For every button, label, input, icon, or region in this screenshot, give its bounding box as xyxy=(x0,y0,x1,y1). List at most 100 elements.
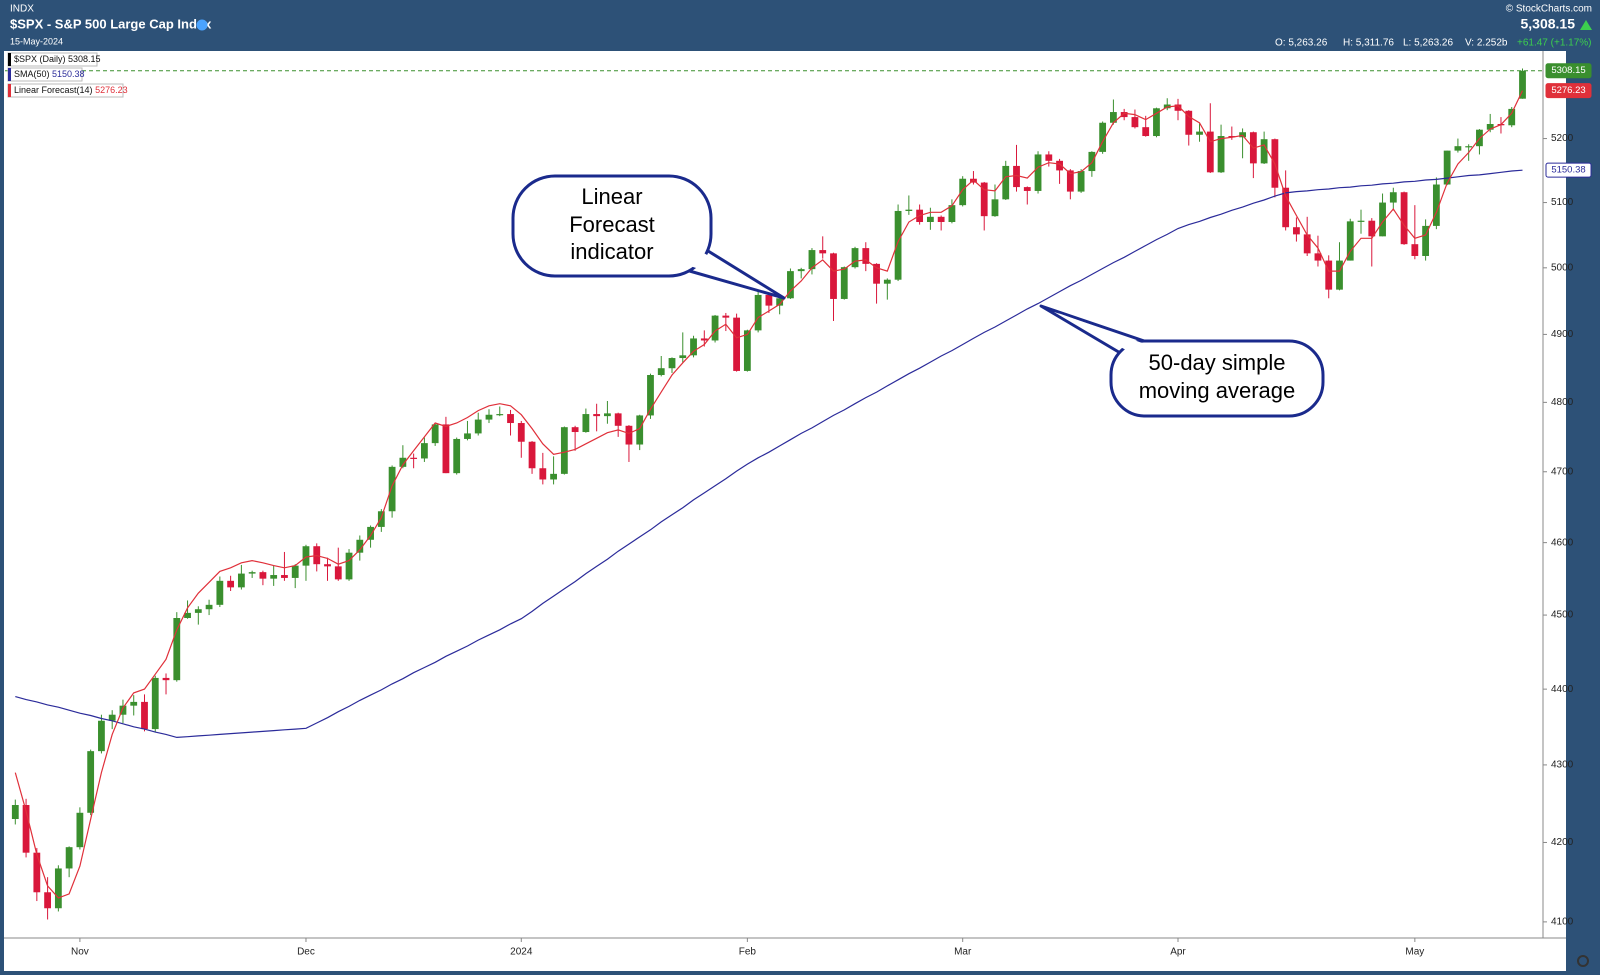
candle-body xyxy=(1260,139,1268,164)
candle-body xyxy=(593,414,601,417)
candle-body xyxy=(1508,108,1516,126)
candle-body xyxy=(851,248,859,268)
change-value: +61.47 (+1.17%) xyxy=(1517,38,1592,49)
callout: 50-day simple moving average xyxy=(1039,304,1325,418)
candle-body xyxy=(604,413,611,417)
candle-body xyxy=(582,414,590,433)
candle-body xyxy=(356,539,364,553)
candle-body xyxy=(1034,154,1042,191)
callout-text: indicator xyxy=(570,239,653,264)
candle-body xyxy=(1013,165,1020,188)
candle-body xyxy=(184,612,191,619)
candle-body xyxy=(840,267,848,299)
candle-body xyxy=(948,205,956,223)
price-tag-label: 5308.15 xyxy=(1551,65,1585,76)
add-icon[interactable] xyxy=(196,19,208,31)
y-tick-label: 4100 xyxy=(1551,917,1574,928)
candle-body xyxy=(1519,70,1526,99)
candle-body xyxy=(657,368,665,376)
candle-body xyxy=(550,473,557,480)
candle-body xyxy=(894,210,902,280)
y-tick-label: 4600 xyxy=(1551,537,1574,548)
candle-body xyxy=(216,580,224,605)
indicator-line xyxy=(14,90,1524,899)
candle-body xyxy=(1185,110,1193,135)
x-tick-label: Feb xyxy=(739,947,757,958)
candle-body xyxy=(227,580,235,588)
candle-body xyxy=(248,572,256,574)
candle-body xyxy=(1120,112,1128,118)
candle-body xyxy=(873,263,880,284)
candle-body xyxy=(237,573,245,588)
legend-entry: Linear Forecast(14) 5276.23 xyxy=(14,85,128,95)
candle-body xyxy=(410,457,418,459)
candle-body xyxy=(496,414,504,416)
open-value: O: 5,263.26 xyxy=(1275,38,1328,49)
candle-body xyxy=(614,413,622,426)
candle-body xyxy=(991,199,999,217)
price-tags: 5308.15 5150.38 5276.23 xyxy=(1545,63,1592,178)
chart-title[interactable]: $SPX - S&P 500 Large Cap Index xyxy=(10,16,212,31)
candle-body xyxy=(1228,136,1236,138)
candle-body xyxy=(711,315,719,341)
price-tag-label: 5150.38 xyxy=(1551,165,1585,176)
brand: © StockCharts.com xyxy=(1506,4,1592,15)
candle-body xyxy=(1486,124,1494,130)
candle-body xyxy=(442,424,450,474)
x-tick-label: Apr xyxy=(1170,947,1186,958)
candle-body xyxy=(1045,154,1053,161)
candle-body xyxy=(1336,260,1343,290)
legend-entry: $SPX (Daily) 5308.15 xyxy=(14,54,101,64)
candle-body xyxy=(1357,220,1365,222)
candle-body xyxy=(797,269,805,272)
candle-body xyxy=(690,338,697,356)
candle-body xyxy=(76,812,84,848)
candle-body xyxy=(87,751,95,813)
price-tag-label: 5276.23 xyxy=(1551,85,1585,96)
candle-body xyxy=(367,526,374,540)
candle-body xyxy=(507,414,514,424)
legend-label: SMA(50) xyxy=(14,69,50,79)
candle-body xyxy=(1432,184,1440,226)
callout-text: 50-day simple xyxy=(1149,350,1286,375)
candle-body xyxy=(420,443,428,459)
candle-body xyxy=(141,701,148,730)
candle-body xyxy=(862,248,870,264)
candle-body xyxy=(937,216,945,223)
callout-text: Linear xyxy=(581,184,642,209)
candle-body xyxy=(22,805,30,853)
candle-body xyxy=(1325,260,1333,290)
settings-icon[interactable] xyxy=(1577,955,1589,967)
candle-body xyxy=(108,714,116,721)
candle-body xyxy=(399,457,407,467)
volume-value: V: 2.252b xyxy=(1465,38,1508,49)
y-tick-label: 5100 xyxy=(1551,197,1574,208)
candle-body xyxy=(474,419,482,434)
candle-body xyxy=(776,298,784,306)
candle-body xyxy=(162,677,170,681)
candle-body xyxy=(259,572,267,579)
candle-body xyxy=(830,253,837,299)
candle-body xyxy=(1131,117,1139,128)
x-tick-label: Nov xyxy=(71,947,89,958)
plot-area xyxy=(5,68,1547,942)
candle-body xyxy=(270,575,278,579)
candle-body xyxy=(1056,160,1063,171)
candle-body xyxy=(130,701,138,706)
callout-joint xyxy=(690,249,770,292)
x-tick-label: Mar xyxy=(954,947,972,958)
candle-body xyxy=(485,414,493,420)
legend-value: 5308.15 xyxy=(68,54,101,64)
candle-body xyxy=(560,427,568,474)
callout: Linear Forecast indicator xyxy=(511,174,786,300)
price-tag xyxy=(1545,63,1592,79)
candle-body xyxy=(636,415,644,445)
chart-panel xyxy=(4,51,1566,971)
candle-body xyxy=(1443,150,1451,185)
exchange: INDX xyxy=(10,4,34,15)
y-tick-label: 4200 xyxy=(1551,837,1574,848)
candle-body xyxy=(151,677,159,730)
legend-label: $SPX (Daily) xyxy=(14,54,66,64)
candle-body xyxy=(1282,187,1290,228)
